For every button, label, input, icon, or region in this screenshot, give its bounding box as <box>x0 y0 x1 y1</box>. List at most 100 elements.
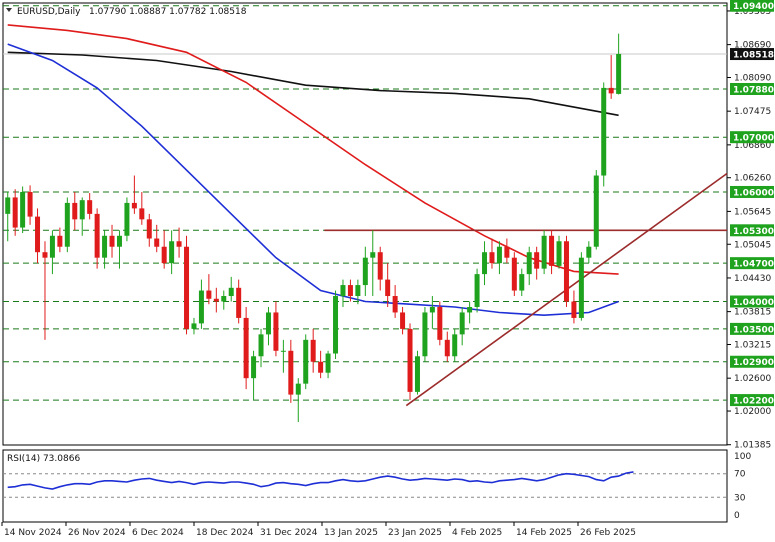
y-tick-2: 1.08090 <box>734 73 771 83</box>
candle-82 <box>616 33 622 95</box>
candle-body-60 <box>452 334 458 357</box>
indicator-lines <box>7 24 728 407</box>
candle-48 <box>362 246 368 297</box>
candle-36 <box>273 301 279 357</box>
y-tick-4: 1.06860 <box>734 141 771 151</box>
candle-body-35 <box>265 312 271 335</box>
y-tick-8: 1.04430 <box>734 274 771 284</box>
candle-body-36 <box>273 312 279 351</box>
candle-body-71 <box>534 252 540 269</box>
candle-64 <box>482 241 488 286</box>
candle-body-49 <box>370 252 376 258</box>
y-tick-9: 1.03815 <box>734 308 771 318</box>
price-tag-bg-9 <box>730 394 774 407</box>
candle-body-75 <box>563 241 569 302</box>
candle-77 <box>578 252 584 321</box>
main-plot: 1.09305 1.08690 1.08090 1.07475 1.06860 1.062… <box>2 0 774 451</box>
candle-51 <box>385 263 391 307</box>
candle-61 <box>459 306 465 346</box>
candle-body-45 <box>340 285 346 297</box>
candle-81 <box>608 55 614 99</box>
candle-body-19 <box>146 219 152 239</box>
candle-3 <box>27 185 33 225</box>
price-tag-9: 1.02200 <box>733 397 774 407</box>
candle-body-16 <box>124 202 130 236</box>
candle-33 <box>251 350 257 401</box>
candle-body-42 <box>318 361 324 373</box>
x-tick-7: 4 Feb 2025 <box>452 528 502 538</box>
current-price-tag-bg <box>730 48 774 61</box>
x-tick-6: 23 Jan 2025 <box>388 528 442 538</box>
candle-39 <box>295 378 301 422</box>
candle-body-58 <box>437 306 443 340</box>
candle-body-73 <box>549 235 555 266</box>
candle-45 <box>340 279 346 307</box>
candle-13 <box>102 230 108 269</box>
candle-54 <box>407 323 413 401</box>
candle-body-1 <box>12 197 18 228</box>
rsi-y-tick-3: 0 <box>734 511 740 521</box>
candle-body-48 <box>362 257 368 286</box>
candles <box>5 33 622 422</box>
candle-body-52 <box>392 296 398 313</box>
candle-43 <box>325 350 331 379</box>
candle-body-76 <box>571 301 577 318</box>
candle-75 <box>563 235 569 307</box>
candle-66 <box>496 241 502 275</box>
candle-46 <box>347 279 353 302</box>
candle-body-4 <box>35 216 41 253</box>
candle-74 <box>556 235 562 269</box>
candle-23 <box>176 227 182 258</box>
price-tag-bg-0 <box>730 0 774 12</box>
candle-body-31 <box>236 287 242 318</box>
y-tick-7: 1.05045 <box>734 240 771 250</box>
candle-body-74 <box>556 241 562 266</box>
candle-body-37 <box>280 350 286 352</box>
candle-body-53 <box>400 312 406 329</box>
candle-body-65 <box>489 252 495 264</box>
candle-body-50 <box>377 252 383 280</box>
candle-body-67 <box>504 246 510 258</box>
candle-49 <box>370 230 376 297</box>
candle-55 <box>414 350 420 395</box>
candle-21 <box>161 230 167 269</box>
candle-20 <box>154 224 160 253</box>
candle-body-39 <box>295 383 301 395</box>
candle-body-78 <box>586 246 592 258</box>
price-tag-bg-3 <box>730 185 774 198</box>
candle-67 <box>504 238 510 264</box>
candle-body-24 <box>184 246 190 329</box>
candle-19 <box>146 213 152 247</box>
candle-body-63 <box>474 274 480 307</box>
candle-40 <box>303 334 309 390</box>
candle-body-9 <box>72 202 78 220</box>
price-tag-bg-5 <box>730 257 774 270</box>
rsi-panel-frame <box>2 449 728 523</box>
candle-body-66 <box>496 246 502 264</box>
candle-63 <box>474 268 480 313</box>
candle-body-25 <box>191 323 197 329</box>
candle-2 <box>20 186 26 234</box>
y-tick-5: 1.06260 <box>734 174 771 184</box>
candle-body-11 <box>87 200 93 214</box>
candle-76 <box>571 290 577 324</box>
x-tick-2: 6 Dec 2024 <box>132 528 184 538</box>
candle-26 <box>198 279 204 329</box>
x-tick-1: 26 Nov 2024 <box>68 528 126 538</box>
candle-body-62 <box>467 306 473 313</box>
candle-4 <box>35 208 41 264</box>
candle-body-8 <box>64 202 70 247</box>
price-tag-bg-1 <box>730 82 774 95</box>
price-tag-4: 1.05300 <box>733 227 774 237</box>
candle-body-44 <box>333 296 339 354</box>
candle-8 <box>64 197 70 253</box>
candle-body-14 <box>109 235 115 247</box>
candle-10 <box>79 197 85 236</box>
candle-body-33 <box>251 356 257 379</box>
candle-body-32 <box>243 317 249 379</box>
candle-58 <box>437 301 443 346</box>
main-plot-frame <box>2 2 728 446</box>
candle-body-54 <box>407 328 413 392</box>
candle-body-13 <box>102 235 108 258</box>
